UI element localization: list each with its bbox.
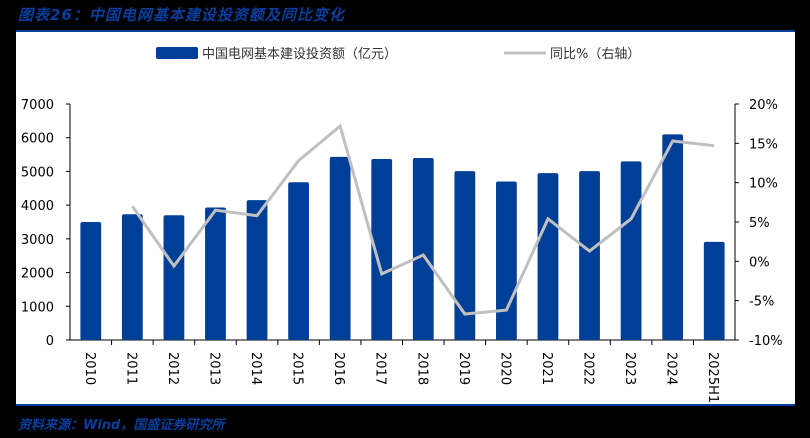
right-axis-tick: -10% xyxy=(749,334,783,349)
left-axis-tick: 7000 xyxy=(21,98,54,113)
bar xyxy=(537,173,559,340)
yoy-line xyxy=(131,123,715,316)
bar xyxy=(205,207,226,340)
right-axis-tick: -5% xyxy=(749,295,774,310)
bar xyxy=(288,182,309,340)
right-axis-tick: 10% xyxy=(749,177,778,192)
legend: 中国电网基本建设投资额（亿元） 同比%（右轴） xyxy=(156,46,640,62)
right-axis-tick: 20% xyxy=(749,98,778,113)
x-axis-label: 2016 xyxy=(331,352,346,385)
bar xyxy=(703,241,725,340)
axes: 0 1000 2000 3000 4000 5000 6000 7000 -10% -5% 0% 5%… xyxy=(21,98,783,403)
footer-divider xyxy=(16,404,795,406)
x-axis-label: 2025H1 xyxy=(705,352,720,403)
bar xyxy=(412,157,434,340)
page-title: 图表26：中国电网基本建设投资额及同比变化 xyxy=(18,6,345,24)
left-axis-tick: 0 xyxy=(46,334,54,349)
x-axis-label: 2019 xyxy=(456,352,471,385)
bar xyxy=(371,158,393,340)
x-axis-label: 2022 xyxy=(581,352,596,385)
x-axis-label: 2012 xyxy=(165,352,180,385)
bar xyxy=(620,161,642,340)
bar xyxy=(121,214,143,340)
x-axis-label: 2023 xyxy=(622,352,637,385)
right-axis-tick: 15% xyxy=(749,137,778,152)
x-axis-label: 2010 xyxy=(82,352,97,385)
chart-panel: 中国电网基本建设投资额（亿元） 同比%（右轴） 0 1000 2000 3000 4000… xyxy=(16,32,795,404)
left-axis-tick: 2000 xyxy=(21,267,54,282)
bar xyxy=(454,171,476,340)
left-axis-tick: 6000 xyxy=(21,132,54,147)
title-divider xyxy=(16,30,795,32)
left-axis-tick: 3000 xyxy=(21,233,54,248)
right-axis-tick: 5% xyxy=(749,216,770,231)
left-axis-tick: 4000 xyxy=(21,199,54,214)
left-axis-tick: 5000 xyxy=(21,165,54,180)
x-axis-label: 2018 xyxy=(414,352,429,385)
bar xyxy=(246,200,268,340)
combo-chart: 中国电网基本建设投资额（亿元） 同比%（右轴） 0 1000 2000 3000 4000… xyxy=(21,46,783,403)
x-axis-label: 2017 xyxy=(373,352,388,385)
line-series xyxy=(131,123,715,316)
legend-bar-swatch xyxy=(156,47,198,59)
bar xyxy=(496,181,517,340)
bar xyxy=(579,171,600,340)
x-axis-label: 2011 xyxy=(123,352,138,385)
legend-bar-label: 中国电网基本建设投资额（亿元） xyxy=(202,46,397,62)
bar xyxy=(662,134,684,340)
bar xyxy=(329,156,351,340)
x-axis-label: 2013 xyxy=(206,352,221,385)
x-axis-label: 2020 xyxy=(497,352,512,385)
bar xyxy=(163,215,185,340)
bar xyxy=(80,222,102,340)
x-axis-label: 2021 xyxy=(539,352,554,385)
x-axis-label: 2014 xyxy=(248,352,263,385)
bar-series xyxy=(80,134,725,340)
x-axis-label: 2015 xyxy=(290,352,305,385)
legend-line-label: 同比%（右轴） xyxy=(550,47,640,62)
left-axis-tick: 1000 xyxy=(21,300,54,315)
source-note: 资料来源：Wind，国盛证券研究所 xyxy=(18,418,225,433)
right-axis-tick: 0% xyxy=(749,255,770,270)
x-axis-label: 2024 xyxy=(664,352,679,385)
